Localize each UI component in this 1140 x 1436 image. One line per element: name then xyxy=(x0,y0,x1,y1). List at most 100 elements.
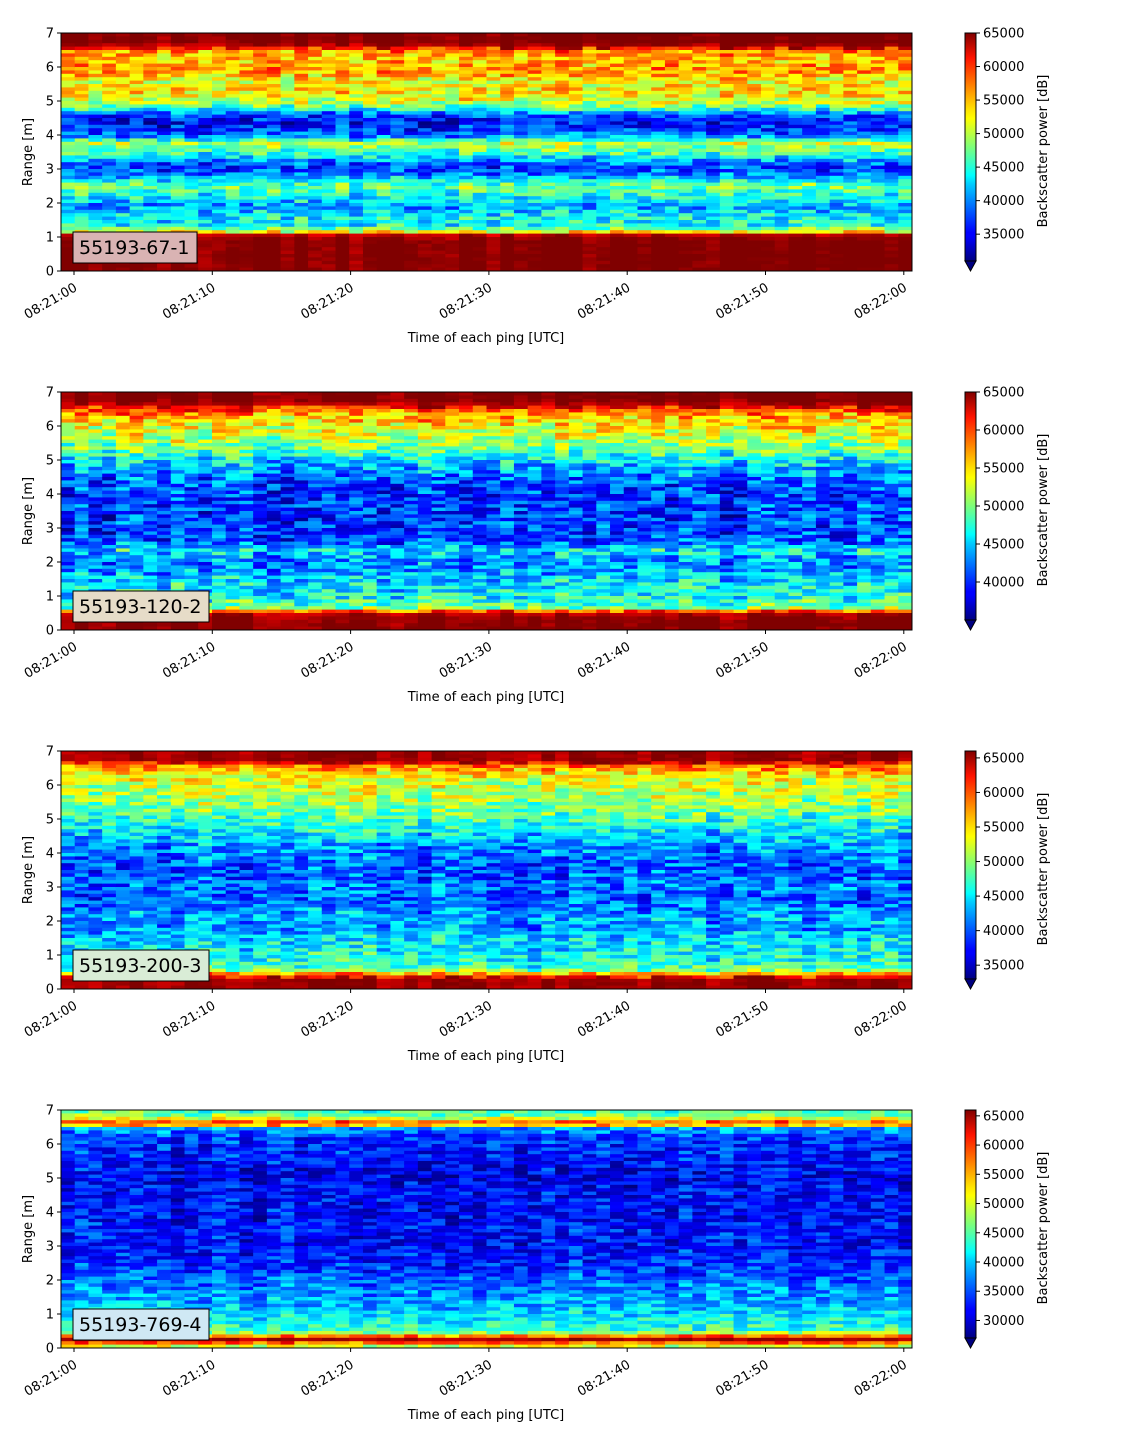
heatmap-cell xyxy=(843,118,858,122)
heatmap-cell xyxy=(513,67,529,71)
heatmap-cell xyxy=(61,606,76,611)
heatmap-cell xyxy=(445,226,460,231)
heatmap-cell xyxy=(211,33,227,37)
heatmap-cell xyxy=(500,247,515,252)
heatmap-cell xyxy=(870,67,886,71)
heatmap-cell xyxy=(143,409,158,413)
heatmap-cell xyxy=(788,155,803,160)
heatmap-cell xyxy=(596,165,611,170)
heatmap-cell xyxy=(129,118,144,122)
heatmap-cell xyxy=(143,101,158,105)
heatmap-cell xyxy=(129,463,144,468)
heatmap-cell xyxy=(651,104,666,109)
heatmap-cell xyxy=(596,155,611,160)
heatmap-cell xyxy=(170,77,186,82)
heatmap-cell xyxy=(129,562,144,566)
heatmap-cell xyxy=(157,56,172,61)
heatmap-cell xyxy=(198,67,213,71)
heatmap-cell xyxy=(541,189,556,194)
heatmap-cell xyxy=(774,141,790,146)
heatmap-cell xyxy=(253,50,268,54)
heatmap-cell xyxy=(870,63,886,68)
heatmap-cell xyxy=(527,148,543,153)
heatmap-cell xyxy=(747,264,762,269)
heatmap-cell xyxy=(376,186,392,190)
heatmap-cell xyxy=(486,135,501,139)
heatmap-cell xyxy=(651,186,666,190)
heatmap-cell xyxy=(513,209,529,214)
heatmap-cell xyxy=(88,480,103,485)
heatmap-cell xyxy=(815,216,831,221)
heatmap-cell xyxy=(143,33,158,37)
heatmap-cell xyxy=(170,517,186,522)
heatmap-cell xyxy=(513,145,529,150)
heatmap-cell xyxy=(102,87,117,92)
heatmap-cell xyxy=(239,70,254,75)
heatmap-cell xyxy=(115,135,131,139)
heatmap-cell xyxy=(170,33,186,37)
heatmap-cell xyxy=(115,497,131,502)
heatmap-cell xyxy=(294,206,309,211)
heatmap-cell xyxy=(253,63,268,68)
heatmap-cell xyxy=(802,145,817,150)
heatmap-cell xyxy=(761,121,776,126)
heatmap-cell xyxy=(651,230,666,235)
heatmap-cell xyxy=(102,36,117,41)
heatmap-cell xyxy=(733,192,748,197)
heatmap-cell xyxy=(431,260,446,265)
heatmap-cell xyxy=(719,77,735,82)
panel-label: 55193-67-1 xyxy=(79,237,189,259)
heatmap-cell xyxy=(129,494,144,498)
heatmap-cell xyxy=(788,162,803,167)
heatmap-cell xyxy=(61,480,76,485)
heatmap-cell xyxy=(513,46,529,51)
heatmap-cell xyxy=(280,264,295,269)
heatmap-cell xyxy=(198,240,213,245)
heatmap-cell xyxy=(568,206,584,211)
heatmap-cell xyxy=(857,243,872,248)
heatmap-cell xyxy=(829,257,844,262)
heatmap-cell xyxy=(445,118,460,122)
heatmap-cell xyxy=(747,233,762,238)
heatmap-cell xyxy=(664,250,680,255)
heatmap-cell xyxy=(513,90,529,95)
heatmap-cell xyxy=(170,182,186,187)
heatmap-cell xyxy=(884,39,899,44)
heatmap-cell xyxy=(253,101,268,105)
heatmap-cell xyxy=(541,186,556,190)
heatmap-cell xyxy=(870,80,886,85)
heatmap-cell xyxy=(198,226,213,231)
heatmap-cell xyxy=(335,237,350,241)
heatmap-cell xyxy=(61,609,76,614)
heatmap-cell xyxy=(362,199,378,204)
heatmap-cell xyxy=(568,63,584,68)
heatmap-cell xyxy=(774,111,790,116)
heatmap-cell xyxy=(321,118,337,122)
heatmap-cell xyxy=(143,63,158,68)
heatmap-cell xyxy=(239,121,254,126)
heatmap-cell xyxy=(568,233,584,238)
heatmap-cell xyxy=(280,145,295,150)
heatmap-cell xyxy=(390,67,405,71)
heatmap-cell xyxy=(294,145,309,150)
heatmap-cell xyxy=(541,196,556,201)
heatmap-cell xyxy=(802,233,817,238)
heatmap-cell xyxy=(170,36,186,41)
heatmap-cell xyxy=(513,155,529,160)
heatmap-cell xyxy=(198,179,213,184)
heatmap-cell xyxy=(362,141,378,146)
heatmap-cell xyxy=(157,514,172,519)
heatmap-cell xyxy=(486,84,501,88)
heatmap-cell xyxy=(143,528,158,532)
heatmap-cell xyxy=(294,223,309,228)
heatmap-cell xyxy=(308,97,323,102)
heatmap-cell xyxy=(266,243,282,248)
heatmap-cell xyxy=(527,43,543,48)
heatmap-cell xyxy=(321,250,337,255)
heatmap-cell xyxy=(390,213,405,218)
heatmap-cell xyxy=(527,60,543,65)
heatmap-cell xyxy=(129,104,144,109)
heatmap-cell xyxy=(349,182,364,187)
heatmap-cell xyxy=(431,87,446,92)
heatmap-cell xyxy=(733,223,748,228)
